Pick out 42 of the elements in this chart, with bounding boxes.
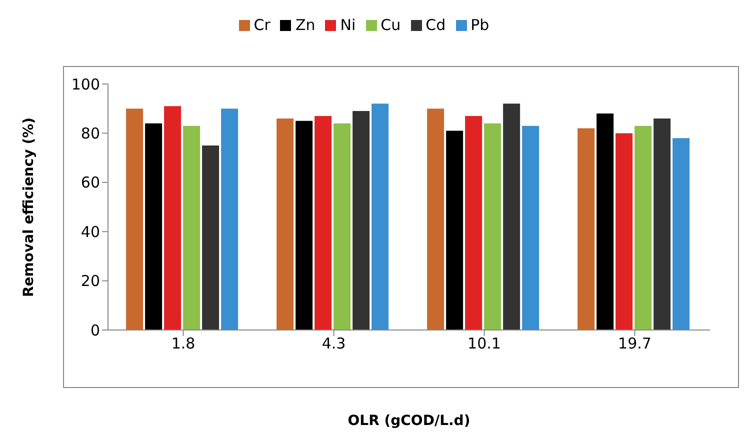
bar: [221, 108, 238, 330]
bar: [634, 126, 652, 330]
bar: [145, 123, 162, 330]
bar: [672, 138, 690, 330]
bar: [202, 146, 220, 330]
bar: [427, 108, 444, 330]
bar: [596, 114, 614, 330]
bar: [503, 104, 520, 330]
bar: [522, 126, 540, 330]
bar: [126, 108, 144, 330]
y-tick-label: 60: [80, 174, 100, 192]
legend-label: Zn: [295, 16, 316, 34]
bar: [465, 116, 482, 330]
legend-label: Pb: [470, 16, 490, 34]
legend-label: Cu: [380, 16, 401, 34]
bar: [654, 118, 671, 330]
y-tick-label: 0: [90, 321, 100, 340]
bar: [446, 130, 464, 330]
bar: [314, 116, 332, 330]
legend-label: Ni: [340, 16, 356, 34]
legend-label: Cr: [254, 16, 270, 34]
bar: [484, 123, 502, 330]
bar: [183, 126, 200, 330]
bar: [372, 104, 389, 330]
x-axis-title: OLR (gCOD/L.d): [348, 413, 470, 429]
legend-label: Cd: [426, 16, 446, 34]
bar: [352, 111, 370, 330]
x-tick-label: 1.8: [171, 334, 196, 353]
y-axis-title: Removal efficiency (%): [20, 117, 37, 297]
bar: [616, 133, 633, 330]
y-tick-label: 40: [80, 222, 100, 241]
y-tick-label: 100: [71, 75, 100, 94]
x-tick-label: 4.3: [322, 334, 346, 353]
bar: [164, 106, 182, 330]
x-tick-label: 19.7: [618, 334, 652, 353]
y-tick-label: 80: [80, 124, 100, 143]
x-tick-label: 10.1: [468, 334, 501, 353]
bar: [578, 128, 595, 330]
bar: [296, 120, 313, 330]
bar: [334, 123, 351, 330]
bar: [276, 118, 294, 330]
y-tick-label: 20: [80, 272, 100, 290]
